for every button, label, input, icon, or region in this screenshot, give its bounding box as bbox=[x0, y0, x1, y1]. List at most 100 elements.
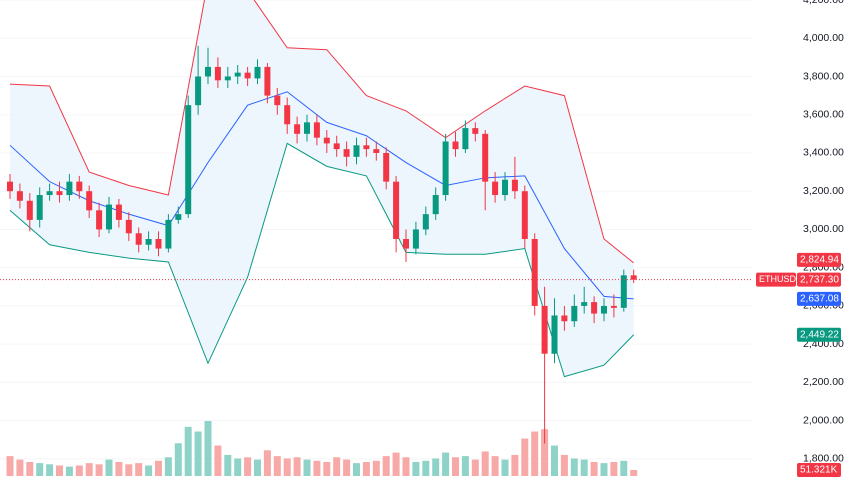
y-tick-label: 2,000.00 bbox=[803, 414, 844, 426]
candle-body bbox=[106, 204, 112, 230]
volume-bar bbox=[501, 459, 509, 476]
volume-bar bbox=[333, 457, 341, 476]
volume-bar bbox=[224, 454, 232, 476]
volume-bar bbox=[313, 460, 321, 476]
volume-bar bbox=[16, 459, 24, 476]
volume-bar bbox=[323, 461, 331, 476]
y-tick-label: 3,200.00 bbox=[803, 185, 844, 197]
lower-band-label: 2,449.22 bbox=[800, 329, 839, 340]
candle-body bbox=[591, 302, 598, 314]
volume-bar bbox=[164, 457, 172, 476]
candle-body bbox=[581, 302, 588, 306]
candle-body bbox=[412, 229, 419, 249]
candle-body bbox=[432, 195, 439, 215]
volume-bar bbox=[204, 421, 212, 476]
volume-bar bbox=[254, 459, 261, 476]
y-tick-label: 3,400.00 bbox=[803, 147, 844, 159]
volume-label: 51.321K bbox=[800, 465, 838, 476]
upper-band-label: 2,824.94 bbox=[800, 255, 839, 266]
volume-label-bg bbox=[797, 463, 841, 477]
candle-body bbox=[492, 181, 499, 196]
volume-bar bbox=[36, 463, 44, 476]
y-tick-label: 2,200.00 bbox=[803, 376, 844, 388]
volume-bar bbox=[511, 454, 519, 476]
volume-bar bbox=[234, 458, 242, 476]
volume-bar bbox=[560, 454, 568, 476]
volume-bar bbox=[263, 450, 271, 476]
candle-body bbox=[502, 179, 508, 196]
candle-body bbox=[224, 76, 231, 81]
volume-bar bbox=[56, 465, 63, 476]
candle-body bbox=[96, 210, 103, 230]
volume-bar bbox=[184, 426, 192, 476]
volume-bar bbox=[75, 465, 83, 476]
candle-body bbox=[373, 149, 380, 153]
volume-bar bbox=[293, 457, 301, 476]
candle-body bbox=[16, 191, 23, 201]
volume-bar bbox=[422, 460, 430, 476]
candle-body bbox=[541, 305, 548, 354]
candle-body bbox=[36, 195, 43, 220]
volume-bar bbox=[65, 466, 73, 476]
volume-bar bbox=[452, 457, 459, 476]
volume-bar bbox=[85, 463, 93, 476]
volume-bar bbox=[382, 456, 390, 476]
volume-bar bbox=[412, 461, 420, 476]
candle-body bbox=[610, 305, 617, 308]
candle-body bbox=[234, 72, 241, 77]
volume-bar bbox=[392, 452, 400, 476]
band-middle-line bbox=[9, 91, 634, 300]
candle-body bbox=[284, 105, 291, 125]
candle-body bbox=[393, 181, 400, 239]
volume-bar bbox=[244, 457, 252, 476]
volume-bar bbox=[432, 458, 440, 476]
candle-body bbox=[86, 191, 93, 211]
lower-band-label-bg bbox=[797, 327, 841, 342]
candle-body bbox=[7, 181, 13, 192]
y-tick-label: 3,600.00 bbox=[803, 109, 844, 121]
candle-body bbox=[274, 95, 281, 106]
y-tick-label: 3,800.00 bbox=[803, 70, 844, 82]
candle-body bbox=[422, 214, 429, 230]
volume-bar bbox=[135, 463, 143, 476]
volume-bar bbox=[531, 431, 539, 476]
symbol-tag-bg bbox=[756, 272, 796, 287]
symbol-tag: ETHUSDT bbox=[759, 274, 802, 284]
volume-bar bbox=[6, 456, 14, 476]
volume-bar bbox=[194, 431, 202, 476]
volume-bar bbox=[590, 461, 598, 476]
middle-band-label: 2,637.08 bbox=[800, 293, 839, 304]
volume-bar bbox=[402, 457, 410, 476]
candle-body bbox=[343, 149, 350, 157]
candle-body bbox=[462, 128, 469, 150]
candle-body bbox=[26, 200, 33, 220]
volume-bar bbox=[521, 438, 529, 476]
candle-body bbox=[333, 143, 340, 150]
volume-bar bbox=[630, 469, 638, 476]
volume-bar bbox=[115, 461, 123, 476]
candle-body bbox=[115, 204, 122, 220]
candle-body bbox=[521, 191, 528, 239]
candle-body bbox=[244, 72, 251, 79]
candle-body bbox=[76, 181, 83, 192]
candle-body bbox=[195, 76, 202, 106]
band-upper-line bbox=[9, 0, 635, 264]
candle-body bbox=[294, 124, 301, 134]
y-tick-label: 1,800.00 bbox=[803, 453, 844, 465]
volume-bar bbox=[174, 443, 182, 476]
candle-body bbox=[571, 305, 578, 322]
volume-bar bbox=[551, 445, 558, 476]
volume-bar bbox=[362, 461, 370, 476]
middle-band-label-bg bbox=[797, 291, 841, 306]
y-tick-label: 3,000.00 bbox=[803, 223, 844, 235]
candle-body bbox=[482, 133, 489, 182]
band-lower-line bbox=[9, 142, 635, 378]
volume-bar bbox=[541, 429, 549, 476]
candle-body bbox=[46, 191, 53, 196]
volume-bar bbox=[570, 458, 578, 476]
candle-body bbox=[175, 214, 182, 220]
volume-bar bbox=[155, 460, 162, 476]
volume-bar bbox=[442, 452, 450, 476]
volume-bar bbox=[95, 464, 103, 476]
